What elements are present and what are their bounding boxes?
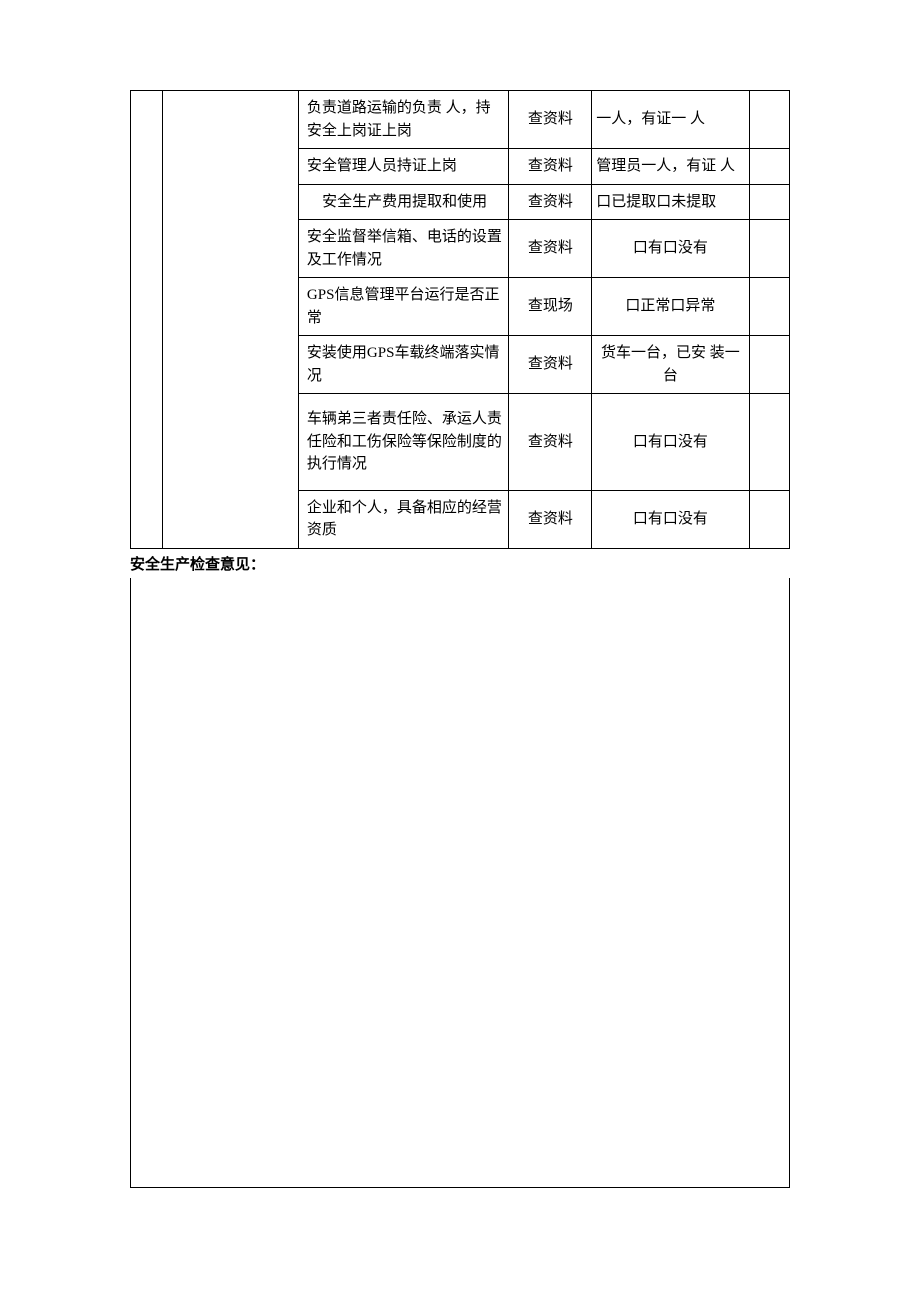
- remark-cell: [749, 490, 789, 548]
- method-cell: 查资料: [509, 490, 592, 548]
- result-cell: 管理员一人，有证 人: [592, 149, 749, 185]
- result-cell: 口正常口异常: [592, 278, 749, 336]
- item-cell: 安全管理人员持证上岗: [298, 149, 508, 185]
- remark-cell: [749, 91, 789, 149]
- method-cell: 查资料: [509, 336, 592, 394]
- method-cell: 查资料: [509, 184, 592, 220]
- item-cell: 安全监督举信箱、电话的设置及工作情况: [298, 220, 508, 278]
- result-cell: 口已提取口未提取: [592, 184, 749, 220]
- table-body: 负责道路运输的负责 人，持安全上岗证上岗 查资料 一人，有证一 人 安全管理人员…: [131, 91, 790, 549]
- inspection-table: 负责道路运输的负责 人，持安全上岗证上岗 查资料 一人，有证一 人 安全管理人员…: [130, 90, 790, 549]
- remark-cell: [749, 149, 789, 185]
- item-cell: 安全生产费用提取和使用: [298, 184, 508, 220]
- item-cell: 负责道路运输的负责 人，持安全上岗证上岗: [298, 91, 508, 149]
- remark-cell: [749, 278, 789, 336]
- method-cell: 查资料: [509, 394, 592, 491]
- method-cell: 查现场: [509, 278, 592, 336]
- item-cell: GPS信息管理平台运行是否正常: [298, 278, 508, 336]
- result-cell: 口有口没有: [592, 220, 749, 278]
- group-col-2: [162, 91, 298, 549]
- method-cell: 查资料: [509, 220, 592, 278]
- remark-cell: [749, 220, 789, 278]
- method-cell: 查资料: [509, 149, 592, 185]
- method-cell: 查资料: [509, 91, 592, 149]
- opinion-box: [130, 578, 790, 1188]
- remark-cell: [749, 336, 789, 394]
- remark-cell: [749, 394, 789, 491]
- table-row: 负责道路运输的负责 人，持安全上岗证上岗 查资料 一人，有证一 人: [131, 91, 790, 149]
- result-cell: 口有口没有: [592, 394, 749, 491]
- opinion-heading: 安全生产检查意见：: [130, 553, 790, 574]
- remark-cell: [749, 184, 789, 220]
- result-cell: 一人，有证一 人: [592, 91, 749, 149]
- group-col-1: [131, 91, 163, 549]
- item-cell: 车辆弟三者责任险、承运人责任险和工伤保险等保险制度的执行情况: [298, 394, 508, 491]
- document-page: 负责道路运输的负责 人，持安全上岗证上岗 查资料 一人，有证一 人 安全管理人员…: [0, 0, 920, 1228]
- item-cell: 安装使用GPS车载终端落实情况: [298, 336, 508, 394]
- result-cell: 货车一台，已安 装一台: [592, 336, 749, 394]
- result-cell: 口有口没有: [592, 490, 749, 548]
- item-cell: 企业和个人，具备相应的经营资质: [298, 490, 508, 548]
